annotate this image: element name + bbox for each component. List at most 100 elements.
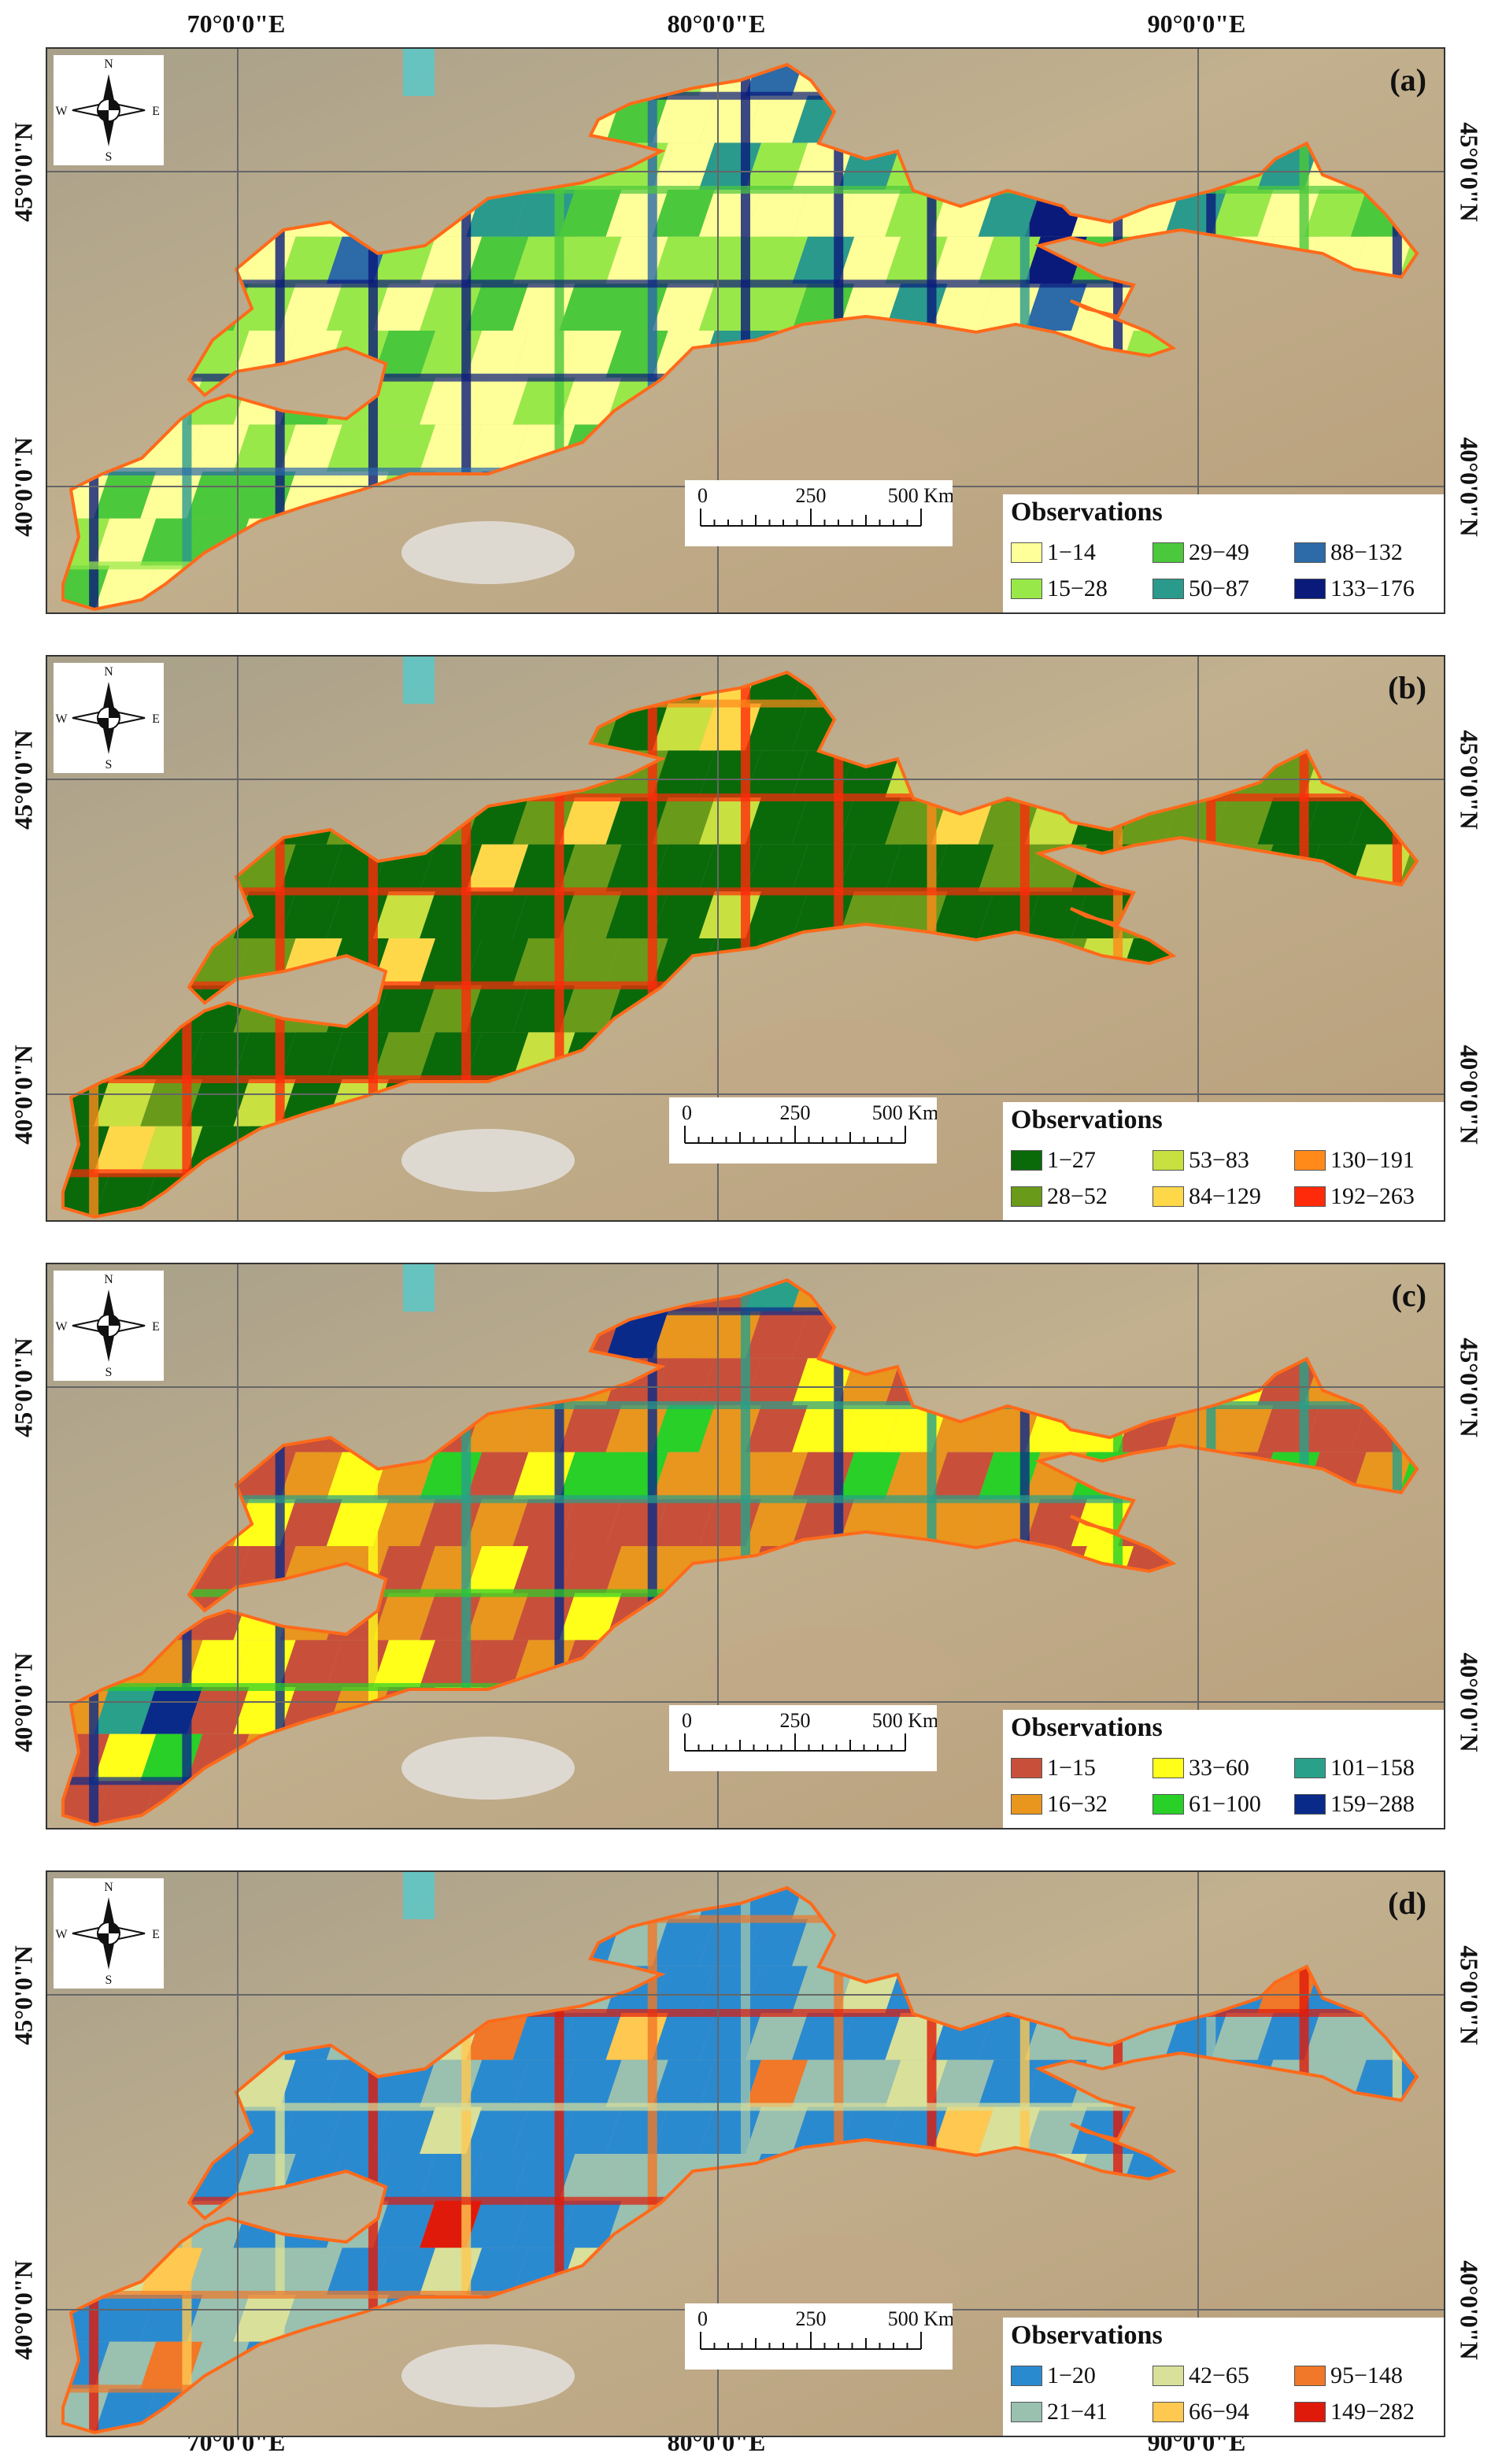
legend-range-label: 84−129 (1189, 1183, 1261, 1209)
overlap-strip (63, 2009, 1417, 2017)
legend-range-label: 88−132 (1330, 539, 1403, 565)
legend-swatch (1011, 542, 1042, 563)
scale-bar-label: 250 (780, 1709, 811, 1732)
mosaic-cell (279, 283, 342, 331)
lat-label-n-left: 45°0'0"N (9, 122, 38, 222)
mosaic-cell (838, 2013, 901, 2060)
legend-range-label: 42−65 (1189, 2362, 1249, 2388)
legend-range-label: 130−191 (1330, 1147, 1415, 1173)
mosaic-cell (279, 2059, 342, 2107)
mosaic-cell (652, 797, 715, 845)
mosaic-cell (746, 2013, 808, 2060)
legend-item: 1−20 (1011, 2360, 1096, 2392)
mosaic-cell (466, 377, 529, 425)
lat-label-s-left: 40°0'0"N (9, 1045, 38, 1145)
legend-swatch (1152, 2402, 1184, 2422)
mosaic-cell (652, 750, 715, 797)
mosaic-cell (652, 1405, 715, 1452)
legend-range-label: 16−32 (1047, 1791, 1108, 1817)
legend-range-label: 192−263 (1330, 1183, 1415, 1209)
mosaic-cell (559, 1452, 622, 1500)
legend-range-label: 66−94 (1189, 2399, 1249, 2425)
legend-item: 50−87 (1152, 573, 1249, 605)
compass-label-w: W (55, 712, 68, 726)
legend-item: 88−132 (1294, 537, 1403, 568)
mosaic-cell (931, 2059, 994, 2107)
mosaic-cell (372, 1593, 436, 1641)
mosaic-cell (931, 236, 994, 284)
mosaic-cell (746, 703, 808, 751)
mosaic-cell (931, 1499, 994, 1546)
mosaic-cell (559, 2200, 622, 2248)
mosaic-cell (746, 891, 808, 938)
legend-range-label: 21−41 (1047, 2399, 1108, 2425)
legend-item: 28−52 (1011, 1181, 1108, 1212)
desert-feature (709, 1626, 960, 1721)
scale-bar-label: 0 (697, 2307, 708, 2330)
mosaic-cell (372, 1546, 436, 1593)
legend-item: 29−49 (1152, 537, 1249, 568)
legend-item: 1−15 (1011, 1752, 1096, 1784)
compass-label-s: S (105, 758, 113, 771)
mosaic-cell (559, 938, 622, 986)
mosaic-cell (931, 2107, 994, 2154)
mosaic-cell (187, 424, 250, 472)
mosaic-cell (94, 1687, 157, 1734)
legend-range-label: 15−28 (1047, 575, 1108, 601)
mosaic-cell (559, 2154, 622, 2201)
mosaic-cell (838, 1405, 901, 1452)
legend-swatch (1152, 2366, 1184, 2386)
mosaic-cell (466, 938, 529, 986)
mosaic-cell (1304, 190, 1367, 237)
legend-item: 130−191 (1294, 1145, 1415, 1176)
lat-label-n-left: 45°0'0"N (9, 730, 38, 830)
mosaic-cell (466, 1452, 529, 1500)
legend-swatch (1294, 1186, 1326, 1207)
compass-label-w: W (55, 1928, 68, 1941)
mosaic-cell (279, 844, 342, 892)
legend-range-label: 95−148 (1330, 2362, 1403, 2388)
mosaic-cell (372, 985, 436, 1033)
legend-range-label: 149−282 (1330, 2399, 1415, 2425)
mosaic-cell (652, 236, 715, 284)
mosaic-cell (746, 1452, 808, 1500)
mosaic-cell (746, 236, 808, 284)
mosaic-cell (559, 891, 622, 938)
mosaic-cell (652, 1966, 715, 2013)
map-canvas (47, 1264, 1444, 1828)
mosaic-cell (652, 1499, 715, 1546)
legend-item: 33−60 (1152, 1752, 1249, 1784)
overlap-strip (63, 1307, 1417, 1315)
mosaic-cell (372, 1032, 436, 1079)
mosaic-cell (746, 750, 808, 797)
legend: Observations 1−20 21−41 42−65 66−94 95−148 149… (1003, 2318, 1444, 2436)
mosaic-cell (1304, 1405, 1367, 1452)
lake-feature (403, 657, 435, 704)
lake-feature (403, 1872, 435, 1919)
legend-item: 133−176 (1294, 573, 1415, 605)
north-arrow: N S W E (54, 55, 164, 165)
lat-label-s-right: 40°0'0"N (1455, 1652, 1484, 1752)
snow-feature (401, 1737, 575, 1800)
legend-swatch (1011, 1794, 1042, 1815)
legend-swatch (1294, 1758, 1326, 1778)
mosaic-cell (652, 1311, 715, 1359)
mosaic-cell (372, 424, 436, 472)
mosaic-cell (746, 1918, 808, 1966)
mosaic-cell (1024, 1499, 1087, 1546)
mosaic-cell (931, 1452, 994, 1500)
legend-range-label: 1−27 (1047, 1147, 1096, 1173)
compass-label-w: W (55, 105, 68, 118)
mosaic-cell (1211, 1405, 1274, 1452)
legend-swatch (1294, 579, 1326, 599)
mosaic-cell (652, 703, 715, 751)
mosaic-cell (466, 2107, 529, 2154)
mosaic-cell (94, 2295, 157, 2342)
lat-label-n-right: 45°0'0"N (1455, 1945, 1484, 2045)
mosaic-cell (1024, 2107, 1087, 2154)
legend-range-label: 101−158 (1330, 1755, 1415, 1781)
compass-label-n: N (104, 1881, 113, 1894)
legend-title: Observations (1011, 2321, 1163, 2350)
mosaic-cell (746, 672, 808, 704)
mosaic-cell (372, 331, 436, 378)
